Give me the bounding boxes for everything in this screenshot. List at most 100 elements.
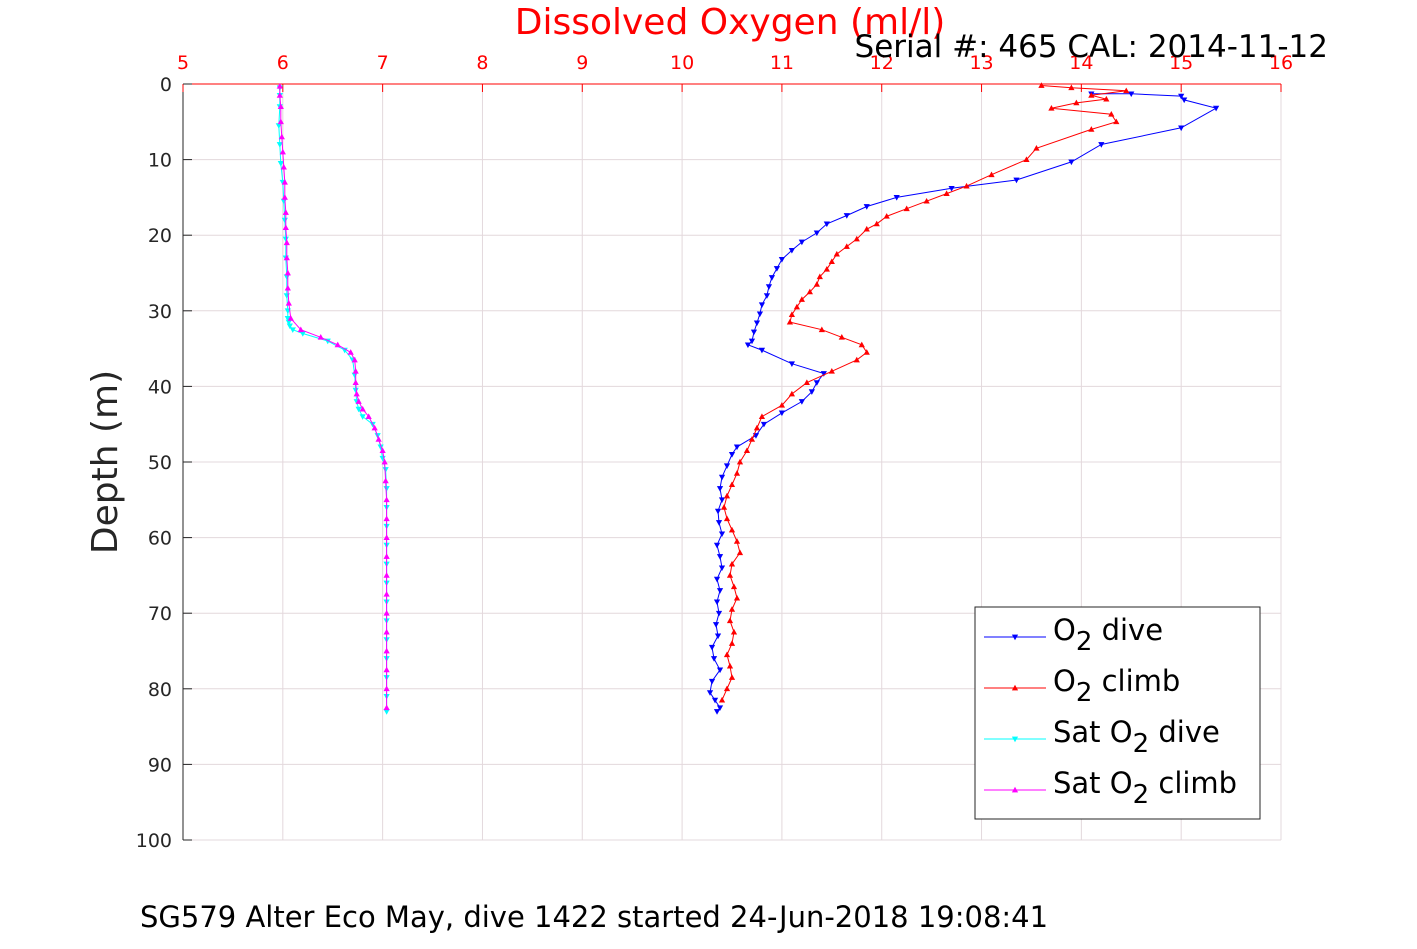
data-point xyxy=(803,379,810,385)
data-point xyxy=(798,296,805,302)
y-tick-label: 50 xyxy=(148,452,172,474)
data-point xyxy=(713,542,721,549)
data-point xyxy=(286,323,293,330)
y-tick-label: 90 xyxy=(148,754,172,776)
data-point xyxy=(813,281,820,287)
data-point xyxy=(726,617,734,624)
data-point xyxy=(713,599,721,606)
legend-entry: O2 dive xyxy=(984,613,1163,657)
data-point xyxy=(793,303,800,310)
data-point xyxy=(758,302,766,308)
data-point xyxy=(383,704,390,711)
data-point xyxy=(718,696,726,703)
data-point xyxy=(723,515,731,522)
data-point xyxy=(788,361,796,367)
data-point xyxy=(383,591,390,597)
data-point xyxy=(352,379,359,385)
y-tick-label: 100 xyxy=(136,830,172,852)
data-point xyxy=(728,674,736,680)
data-point xyxy=(750,329,758,336)
data-point xyxy=(752,433,760,439)
data-point xyxy=(383,496,390,503)
data-point xyxy=(277,161,284,167)
data-point xyxy=(347,349,354,355)
chart-subtitle: Serial #: 465 CAL: 2014-11-12 xyxy=(855,29,1328,65)
data-point xyxy=(355,406,362,413)
y-tick-label: 40 xyxy=(148,376,172,398)
series-o2-dive xyxy=(706,91,1220,715)
data-point xyxy=(383,628,390,635)
data-point xyxy=(382,477,389,484)
x-tick-label: 16 xyxy=(1269,52,1293,74)
data-point xyxy=(753,320,761,327)
x-tick-label: 9 xyxy=(576,52,588,74)
data-point xyxy=(383,553,390,559)
data-point xyxy=(1213,105,1220,112)
data-point xyxy=(381,458,388,465)
legend-marker xyxy=(1011,684,1019,691)
y-tick-label: 70 xyxy=(148,603,172,625)
data-point xyxy=(284,269,291,276)
data-point xyxy=(808,389,815,395)
data-point xyxy=(718,497,726,504)
x-tick-label: 13 xyxy=(969,52,993,74)
x-tick-label: 15 xyxy=(1169,52,1193,74)
data-point xyxy=(375,436,382,442)
data-point xyxy=(1033,145,1040,151)
data-point xyxy=(353,390,360,397)
data-point xyxy=(718,531,726,538)
data-point xyxy=(723,651,731,658)
y-tick-label: 80 xyxy=(148,679,172,701)
data-point xyxy=(778,402,786,408)
x-tick-label: 8 xyxy=(476,52,488,74)
data-point xyxy=(748,338,756,345)
data-point xyxy=(863,225,870,232)
x-tick-label: 7 xyxy=(377,52,389,74)
series-line xyxy=(278,87,388,712)
data-point xyxy=(351,372,358,379)
data-point xyxy=(720,504,728,510)
series-line xyxy=(279,86,388,708)
data-point xyxy=(352,368,359,374)
data-point xyxy=(1113,118,1120,125)
legend-label: O2 climb xyxy=(1053,664,1180,708)
data-point xyxy=(768,275,776,281)
data-point xyxy=(708,678,716,685)
data-point xyxy=(355,398,362,404)
data-point xyxy=(863,204,870,210)
data-point xyxy=(728,481,736,488)
data-point xyxy=(853,356,860,363)
data-point xyxy=(716,705,724,711)
chart-title: Dissolved Oxygen (ml/l) xyxy=(515,2,946,43)
data-point xyxy=(289,327,296,333)
data-point xyxy=(718,474,726,481)
data-point xyxy=(716,554,724,560)
x-tick-label: 11 xyxy=(770,52,794,74)
y-tick-label: 20 xyxy=(148,225,172,247)
data-point xyxy=(1103,95,1110,102)
data-point xyxy=(758,413,766,420)
data-point xyxy=(730,583,738,590)
y-tick-label: 0 xyxy=(160,74,172,96)
data-point xyxy=(963,182,970,189)
data-point xyxy=(276,142,283,148)
data-point xyxy=(813,230,820,237)
data-point xyxy=(279,148,286,155)
data-point xyxy=(283,254,290,261)
y-tick-label: 10 xyxy=(148,150,172,172)
y-tick-label: 30 xyxy=(148,301,172,323)
data-point xyxy=(753,424,761,431)
data-point xyxy=(379,447,386,454)
data-point xyxy=(1088,92,1095,98)
data-point xyxy=(813,380,820,386)
data-point xyxy=(1128,91,1135,98)
data-point xyxy=(1068,159,1075,166)
legend-entry: Sat O2 climb xyxy=(984,766,1237,810)
data-point xyxy=(838,334,845,340)
data-point xyxy=(943,190,950,196)
data-point xyxy=(818,326,825,333)
data-point xyxy=(726,572,734,578)
data-point xyxy=(948,185,955,192)
